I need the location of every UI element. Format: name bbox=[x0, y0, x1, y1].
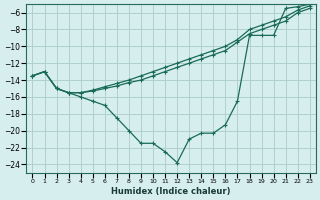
X-axis label: Humidex (Indice chaleur): Humidex (Indice chaleur) bbox=[111, 187, 231, 196]
